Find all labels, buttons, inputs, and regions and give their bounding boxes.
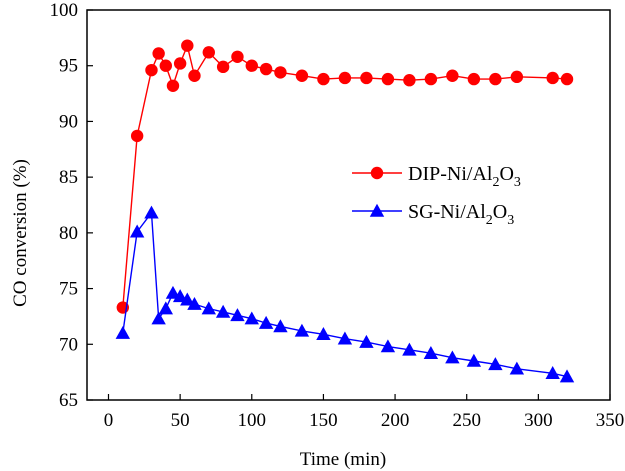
data-point bbox=[380, 339, 396, 353]
data-point bbox=[230, 308, 245, 322]
data-point bbox=[446, 69, 459, 82]
legend-label-part: 3 bbox=[514, 175, 521, 190]
data-point bbox=[159, 59, 173, 72]
legend-label-part: O bbox=[499, 163, 513, 185]
y-tick-label: 80 bbox=[59, 223, 78, 244]
data-point bbox=[151, 311, 166, 325]
data-point bbox=[316, 327, 331, 341]
data-point bbox=[402, 342, 417, 356]
data-point bbox=[489, 72, 502, 86]
data-point bbox=[274, 66, 287, 79]
y-tick-label: 85 bbox=[59, 167, 78, 188]
data-point bbox=[216, 60, 230, 74]
data-point bbox=[158, 301, 174, 315]
data-point bbox=[201, 301, 216, 315]
y-axis-title: CO conversion (%) bbox=[10, 159, 31, 307]
y-tick-label: 75 bbox=[59, 279, 78, 300]
data-point bbox=[245, 59, 258, 72]
data-point bbox=[560, 72, 574, 86]
data-point bbox=[172, 289, 188, 303]
y-tick-label: 70 bbox=[59, 334, 78, 355]
data-point bbox=[129, 224, 145, 238]
data-point bbox=[403, 74, 416, 87]
data-point bbox=[338, 71, 352, 85]
data-point bbox=[181, 39, 194, 52]
data-point bbox=[423, 346, 439, 359]
data-point bbox=[546, 71, 559, 85]
series-line bbox=[122, 210, 568, 378]
data-point bbox=[202, 46, 215, 59]
series-1 bbox=[115, 205, 575, 383]
series-0 bbox=[116, 39, 574, 314]
data-point bbox=[381, 72, 395, 86]
y-tick-label: 90 bbox=[59, 111, 78, 132]
legend-label-part: O bbox=[493, 201, 507, 223]
data-point bbox=[180, 292, 195, 306]
data-point bbox=[188, 69, 201, 82]
x-tick-label: 150 bbox=[309, 410, 338, 431]
axis-ticks: 0 50 100 150 200 250 300 350 65 70 75 80 85 90 95 100 bbox=[50, 0, 625, 431]
data-point bbox=[273, 319, 288, 333]
data-point bbox=[545, 366, 560, 380]
data-point bbox=[173, 57, 187, 70]
data-point bbox=[145, 63, 158, 77]
legend-label-part: SG-Ni/Al bbox=[408, 201, 486, 223]
data-point bbox=[337, 331, 353, 345]
data-point bbox=[144, 205, 159, 219]
data-point bbox=[130, 129, 144, 143]
legend-label-part: 3 bbox=[507, 213, 514, 228]
x-tick-label: 250 bbox=[452, 410, 481, 431]
data-point bbox=[466, 353, 482, 367]
series-layer bbox=[115, 39, 575, 383]
data-point bbox=[294, 323, 310, 337]
y-tick-label: 100 bbox=[50, 0, 79, 21]
data-point bbox=[259, 62, 273, 76]
data-point bbox=[510, 70, 524, 84]
data-point bbox=[165, 285, 181, 299]
data-point bbox=[295, 69, 309, 82]
data-point bbox=[244, 311, 259, 325]
x-tick-label: 0 bbox=[104, 410, 114, 431]
data-point bbox=[317, 72, 330, 86]
x-tick-label: 200 bbox=[381, 410, 410, 431]
legend-label-part: 2 bbox=[486, 213, 493, 228]
x-tick-label: 300 bbox=[524, 410, 553, 431]
data-point bbox=[215, 304, 231, 318]
legend-label-part: DIP-Ni/Al bbox=[408, 163, 493, 185]
data-point bbox=[187, 296, 202, 310]
data-point bbox=[166, 79, 180, 92]
legend-label-part: 2 bbox=[492, 175, 499, 190]
y-tick-label: 95 bbox=[59, 56, 78, 77]
data-point bbox=[559, 369, 575, 383]
legend-label: SG-Ni/Al2O3 bbox=[408, 201, 514, 228]
data-point bbox=[360, 71, 373, 85]
legend-label: DIP-Ni/Al2O3 bbox=[408, 163, 521, 190]
data-point bbox=[467, 72, 481, 86]
y-tick-label: 65 bbox=[59, 390, 78, 411]
data-point bbox=[445, 350, 460, 364]
data-point bbox=[509, 361, 525, 375]
plot-frame bbox=[86, 9, 611, 401]
data-point bbox=[152, 47, 165, 60]
data-point bbox=[258, 315, 274, 329]
x-tick-label: 50 bbox=[171, 410, 190, 431]
data-point bbox=[231, 50, 244, 63]
legend-entry: SG-Ni/Al2O3 bbox=[352, 201, 514, 228]
x-tick-label: 100 bbox=[238, 410, 267, 431]
x-tick-label: 350 bbox=[596, 410, 625, 431]
data-point bbox=[115, 325, 131, 339]
data-point bbox=[488, 357, 503, 371]
data-point bbox=[359, 334, 374, 348]
legend-marker bbox=[369, 203, 385, 217]
legend-marker bbox=[370, 166, 384, 180]
series-line bbox=[122, 43, 568, 308]
legend-entry: DIP-Ni/Al2O3 bbox=[352, 163, 521, 190]
data-point bbox=[424, 72, 438, 86]
x-axis-title: Time (min) bbox=[300, 449, 386, 470]
